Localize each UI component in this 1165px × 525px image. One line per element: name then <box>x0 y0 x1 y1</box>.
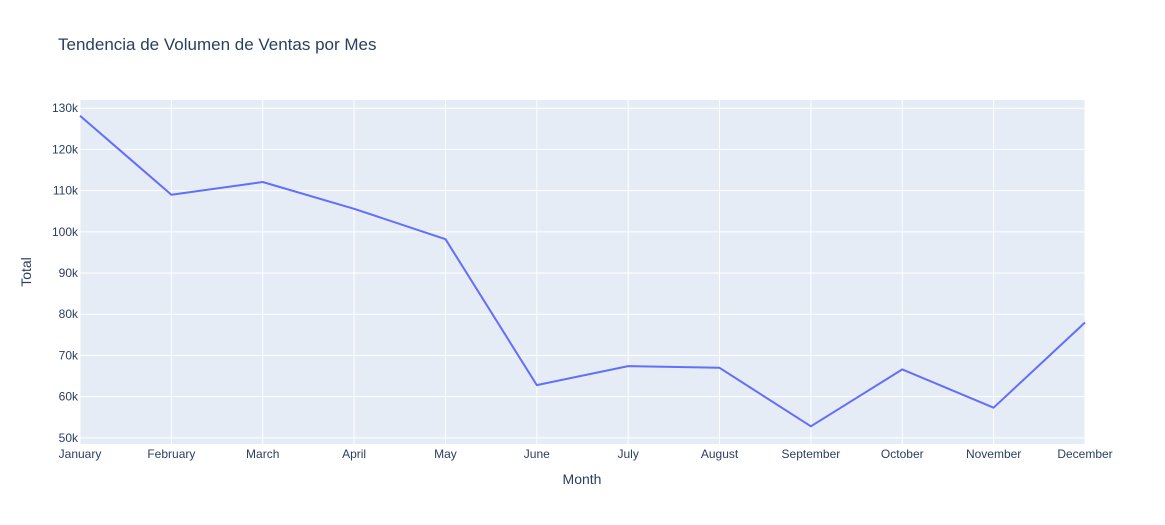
chart-title: Tendencia de Volumen de Ventas por Mes <box>58 35 377 54</box>
plot-area <box>80 100 1085 444</box>
x-tick-label: January <box>59 447 102 461</box>
y-tick-label: 70k <box>59 348 79 362</box>
y-tick-label: 130k <box>52 101 79 115</box>
x-tick-label: July <box>618 447 639 461</box>
y-axis-ticks: 50k 60k 70k 80k 90k 100k 110k 120k 130k <box>52 101 79 445</box>
y-tick-label: 110k <box>53 184 79 198</box>
x-tick-label: April <box>342 447 366 461</box>
y-tick-label: 50k <box>59 431 79 445</box>
y-tick-label: 80k <box>59 307 79 321</box>
y-tick-label: 120k <box>52 142 79 156</box>
x-tick-label: February <box>147 447 195 461</box>
series-line <box>79 114 1086 428</box>
x-tick-label: May <box>434 447 457 461</box>
x-axis-ticks: January February March April May June July Augu… <box>59 447 1113 461</box>
gridlines <box>79 100 1086 444</box>
x-axis-title: Month <box>563 471 602 487</box>
series-group <box>79 114 1086 428</box>
x-tick-label: November <box>966 447 1021 461</box>
x-tick-label: August <box>701 447 739 461</box>
y-axis-title: Total <box>18 257 34 287</box>
y-tick-label: 60k <box>59 390 79 404</box>
x-tick-label: September <box>782 447 841 461</box>
x-tick-label: October <box>881 447 924 461</box>
x-tick-label: June <box>524 447 550 461</box>
x-tick-label: December <box>1057 447 1112 461</box>
x-tick-label: March <box>246 447 279 461</box>
y-tick-label: 100k <box>52 225 79 239</box>
y-tick-label: 90k <box>59 266 79 280</box>
